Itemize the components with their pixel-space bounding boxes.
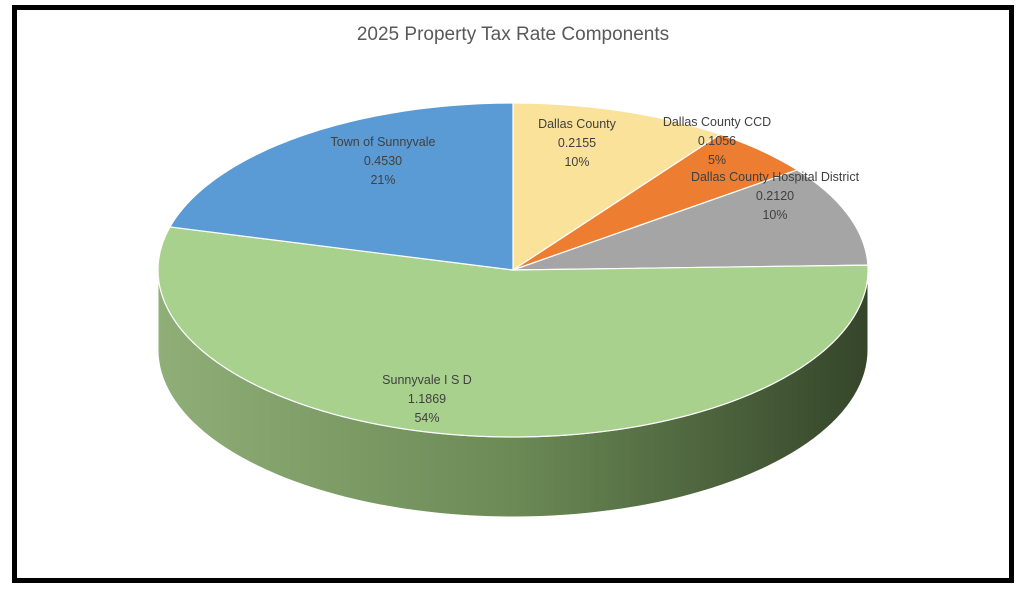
- data-label-value-text: 0.4530: [364, 154, 402, 168]
- data-label-value-text: 1.1869: [408, 392, 446, 406]
- data-label-label: Town of Sunnyvale: [331, 135, 436, 149]
- data-label-label: Dallas County Hospital District: [691, 170, 860, 184]
- pie-slice-4: [169, 102, 514, 271]
- data-label-value-text: 0.2120: [756, 189, 794, 203]
- data-label-value-text: 0.1056: [698, 134, 736, 148]
- data-label-percent: 21%: [370, 173, 395, 187]
- data-label-percent: 54%: [414, 411, 439, 425]
- data-label-label: Sunnyvale I S D: [382, 373, 472, 387]
- pie-slice-3: [157, 226, 869, 438]
- data-label-percent: 10%: [564, 155, 589, 169]
- pie-slice-0: [512, 102, 722, 272]
- data-label-label: Dallas County CCD: [663, 115, 771, 129]
- data-label-percent: 10%: [762, 208, 787, 222]
- pie-slice-1: [512, 133, 799, 271]
- data-label-percent: 5%: [708, 153, 726, 167]
- data-label-value-text: 0.2155: [558, 136, 596, 150]
- chart-title: 2025 Property Tax Rate Components: [357, 24, 669, 45]
- pie-slice-2: [512, 169, 869, 271]
- data-label-label: Dallas County: [538, 117, 617, 131]
